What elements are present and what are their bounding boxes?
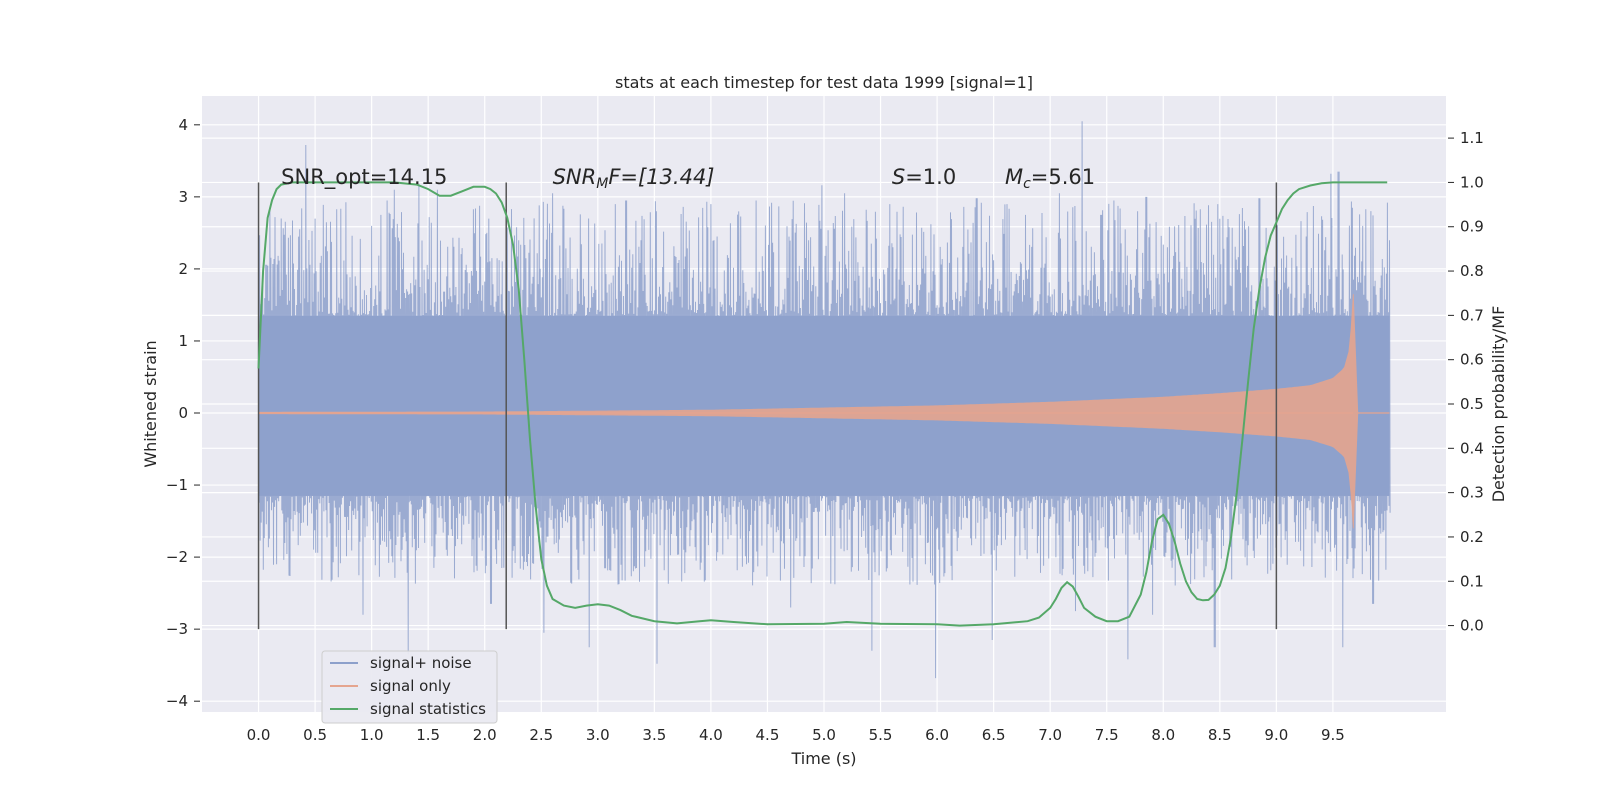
y-tick-label-8: 4 [178, 116, 188, 134]
x-tick-label-12: 6.0 [925, 726, 949, 744]
x-tick-label-14: 7.0 [1038, 726, 1062, 744]
x-tick-label-3: 1.5 [416, 726, 440, 744]
x-tick-label-16: 8.0 [1151, 726, 1175, 744]
x-tick-label-8: 4.0 [699, 726, 723, 744]
annotation-snr-mf-base: SNR [553, 165, 597, 189]
annotation-mc-sub: c [1023, 176, 1031, 192]
x-axis-ticks: 0.0 0.5 1.0 1.5 2.0 2.5 3.0 3.5 4.0 4.5 5.0 5.5 6.0 6… [247, 726, 1345, 744]
y-tick-label-2: −2 [166, 548, 188, 566]
legend-label-signal-statistics: signal statistics [370, 700, 486, 718]
y2-tick-label-4: 0.4 [1460, 439, 1484, 457]
x-tick-label-10: 5.0 [812, 726, 836, 744]
y2-tick-label-7: 0.7 [1460, 306, 1484, 324]
x-tick-label-2: 1.0 [360, 726, 384, 744]
y2-axis-label: Detection probability/MF [1489, 306, 1508, 503]
y2-tick-label-11: 1.1 [1460, 129, 1484, 147]
y2-tick-label-0: 0.0 [1460, 617, 1484, 635]
statistics-line [257, 181, 1388, 627]
legend-box [321, 650, 498, 724]
y-axis-ticks: −4 −3 −2 −1 0 1 2 3 4 [166, 116, 200, 710]
x-tick-label-18: 9.0 [1264, 726, 1288, 744]
annotation-s-rest: =1.0 [905, 165, 956, 189]
annotation-mc-base: M [1005, 165, 1023, 189]
chirp-envelope [258, 294, 1359, 529]
x-tick-label-15: 7.5 [1095, 726, 1119, 744]
x-tick-label-7: 3.5 [642, 726, 666, 744]
y-tick-label-0: −4 [166, 692, 188, 710]
y-tick-label-1: −3 [166, 620, 188, 638]
x-tick-label-5: 2.5 [529, 726, 553, 744]
y2-tick-label-10: 1.0 [1460, 173, 1484, 191]
legend-label-signal-plus-noise: signal+ noise [370, 654, 472, 672]
annotation-snr-mf: SNRMF=[13.44] [553, 165, 715, 192]
x-tick-label-6: 3.0 [586, 726, 610, 744]
x-tick-label-0: 0.0 [247, 726, 271, 744]
series-signal-only [258, 294, 1390, 529]
x-tick-label-1: 0.5 [303, 726, 327, 744]
x-tick-label-17: 8.5 [1208, 726, 1232, 744]
y2-tick-label-1: 0.1 [1460, 572, 1484, 590]
vertical-markers [257, 182, 1278, 630]
legend: signal+ noise signal only signal statist… [321, 650, 498, 724]
y2-tick-label-3: 0.3 [1460, 484, 1484, 502]
y-tick-label-3: −1 [166, 476, 188, 494]
x-tick-label-19: 9.5 [1321, 726, 1345, 744]
y2-tick-label-5: 0.5 [1460, 395, 1484, 413]
y2-tick-label-2: 0.2 [1460, 528, 1484, 546]
y2-axis-ticks: 0.0 0.1 0.2 0.3 0.4 0.5 0.6 0.7 0.8 0.9 1.0 1.1 [1448, 129, 1484, 635]
x-tick-label-13: 6.5 [982, 726, 1006, 744]
annotation-snr-mf-rest: F=[13.44] [608, 165, 714, 189]
chart-title: stats at each timestep for test data 199… [615, 73, 1033, 92]
y2-tick-label-9: 0.9 [1460, 218, 1484, 236]
x-tick-label-9: 4.5 [756, 726, 780, 744]
y-tick-label-6: 2 [178, 260, 188, 278]
y-tick-label-4: 0 [178, 404, 188, 422]
y-tick-label-7: 3 [178, 188, 188, 206]
y-axis-label: Whitened strain [141, 340, 160, 467]
annotation-mc: Mc=5.61 [1005, 165, 1095, 192]
x-axis-label: Time (s) [790, 749, 856, 768]
y2-tick-label-6: 0.6 [1460, 351, 1484, 369]
x-tick-label-4: 2.0 [473, 726, 497, 744]
annotation-mc-rest: =5.61 [1031, 165, 1095, 189]
annotation-snr-mf-sub: M [596, 176, 608, 192]
y2-tick-label-8: 0.8 [1460, 262, 1484, 280]
annotation-s: S=1.0 [892, 165, 956, 189]
legend-label-signal-only: signal only [370, 677, 451, 695]
x-tick-label-11: 5.5 [869, 726, 893, 744]
annotation-snr-opt: SNR_opt=14.15 [281, 165, 447, 190]
series-signal-statistics [257, 181, 1388, 627]
annotation-s-italic: S [892, 165, 905, 189]
y-tick-label-5: 1 [178, 332, 188, 350]
